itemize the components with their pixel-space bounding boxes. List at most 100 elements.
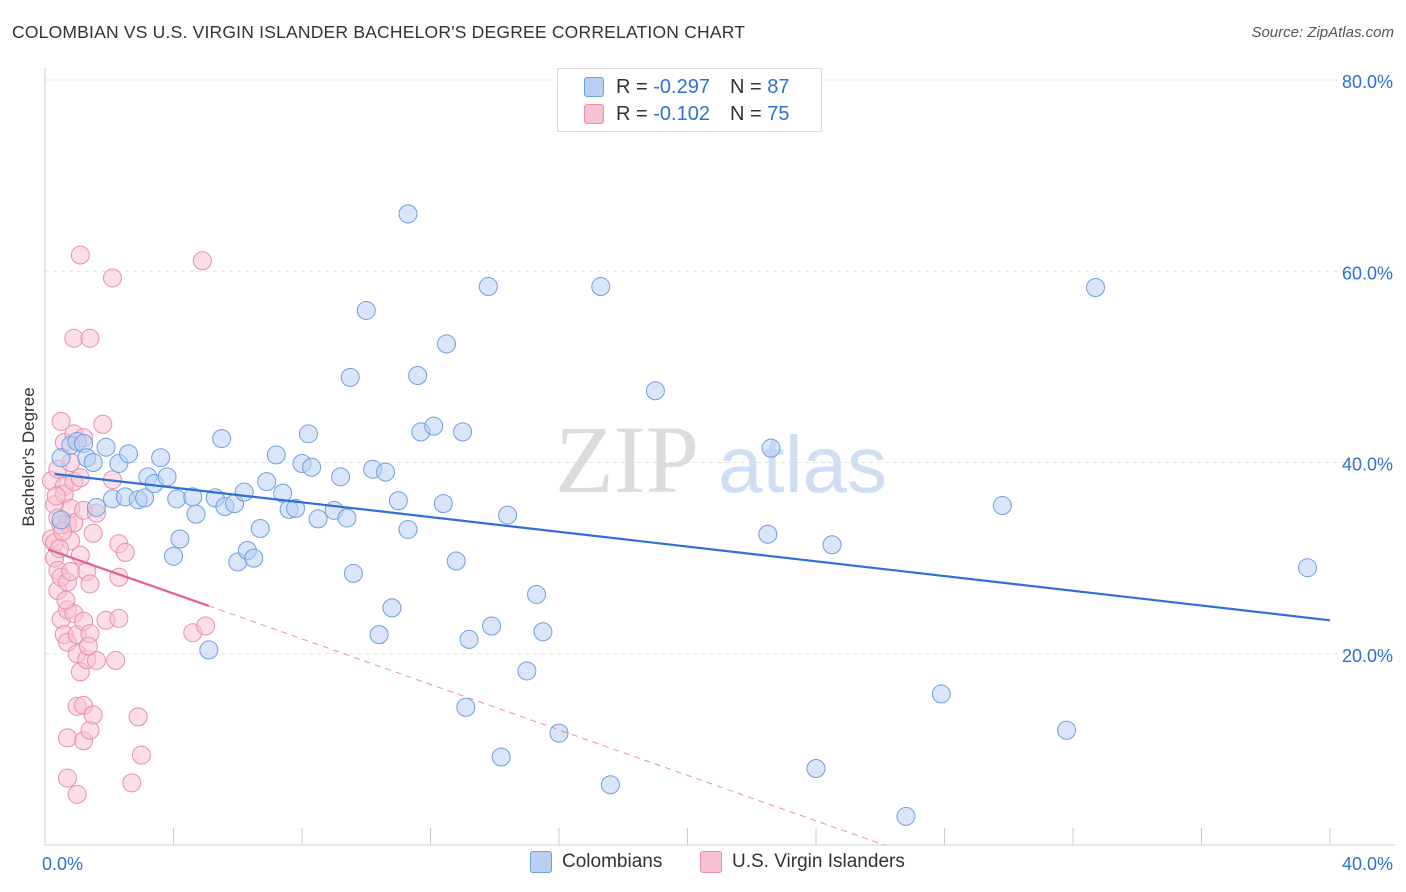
point-colombians xyxy=(600,775,620,795)
point-colombians xyxy=(491,747,511,767)
point-colombians xyxy=(758,524,778,544)
legend-swatch-virgin-islanders xyxy=(700,851,722,873)
point-colombians xyxy=(533,622,553,642)
point-colombians xyxy=(1298,558,1318,578)
series-colombians xyxy=(51,204,1318,826)
legend-r-label: R = xyxy=(616,102,648,125)
series-legend: Colombians U.S. Virgin Islanders xyxy=(0,851,1406,877)
point-virgin-islanders xyxy=(46,486,66,506)
y-tick-label: 60.0% xyxy=(1342,263,1393,283)
legend-label-colombians: Colombians xyxy=(562,851,663,872)
legend-r-label: R = xyxy=(616,75,648,98)
point-virgin-islanders xyxy=(51,411,71,431)
point-virgin-islanders xyxy=(102,268,122,288)
point-virgin-islanders xyxy=(122,773,142,793)
legend-n-value-virgin-islanders: 75 xyxy=(767,102,790,125)
point-colombians xyxy=(331,467,351,487)
point-colombians xyxy=(273,483,293,503)
stats-legend: R = -0.297 N = 87 R = -0.102 N = 75 xyxy=(557,68,822,132)
point-virgin-islanders xyxy=(78,636,98,656)
legend-swatch-colombians xyxy=(530,851,552,873)
legend-n-label: N = xyxy=(729,102,762,125)
point-colombians xyxy=(369,625,389,645)
point-virgin-islanders xyxy=(64,328,84,348)
point-colombians xyxy=(645,381,665,401)
point-colombians xyxy=(135,488,155,508)
point-colombians xyxy=(83,453,103,472)
trend-line-virgin-islanders xyxy=(47,548,210,607)
point-colombians xyxy=(151,448,171,468)
point-colombians xyxy=(340,367,360,387)
point-colombians xyxy=(157,467,177,487)
point-colombians xyxy=(478,277,498,297)
legend-item-colombians[interactable]: Colombians xyxy=(530,851,662,873)
point-colombians xyxy=(167,489,187,509)
point-colombians xyxy=(212,429,232,449)
y-tick-label: 20.0% xyxy=(1342,646,1393,666)
source-label: Source: ZipAtlas.com xyxy=(1251,24,1394,41)
trend-extension-virgin-islanders xyxy=(208,605,885,846)
point-colombians xyxy=(199,640,219,660)
legend-n-label: N = xyxy=(729,75,762,98)
point-virgin-islanders xyxy=(192,251,212,271)
trend-line-colombians xyxy=(54,472,1331,622)
point-colombians xyxy=(456,697,476,717)
point-virgin-islanders xyxy=(80,720,100,740)
point-colombians xyxy=(170,529,190,549)
point-virgin-islanders xyxy=(86,650,106,670)
point-colombians xyxy=(527,584,547,604)
legend-row-colombians: R = -0.297 N = 87 xyxy=(584,74,789,100)
point-virgin-islanders xyxy=(70,245,90,265)
axes xyxy=(44,68,1395,846)
point-colombians xyxy=(96,437,116,457)
point-colombians xyxy=(806,759,826,778)
point-colombians xyxy=(433,494,453,514)
watermark-atlas: atlas xyxy=(718,420,887,509)
point-colombians xyxy=(382,598,402,618)
point-virgin-islanders xyxy=(57,768,77,788)
point-virgin-islanders xyxy=(57,728,77,748)
point-colombians xyxy=(822,535,842,555)
point-colombians xyxy=(591,277,611,297)
point-colombians xyxy=(482,616,502,636)
point-colombians xyxy=(244,548,264,568)
point-colombians xyxy=(992,496,1012,516)
point-colombians xyxy=(286,498,306,518)
x-tick-label: 40.0% xyxy=(1342,854,1393,874)
legend-item-virgin-islanders[interactable]: U.S. Virgin Islanders xyxy=(700,851,905,873)
y-tick-label: 80.0% xyxy=(1342,72,1393,92)
series-virgin-islanders xyxy=(41,245,216,804)
point-colombians xyxy=(1057,720,1077,740)
y-axis-label: Bachelor's Degree xyxy=(19,387,38,526)
point-virgin-islanders xyxy=(83,705,103,725)
point-virgin-islanders xyxy=(93,414,113,434)
point-colombians xyxy=(302,457,322,477)
point-virgin-islanders xyxy=(83,523,103,543)
point-colombians xyxy=(408,365,428,385)
point-colombians xyxy=(119,444,139,464)
point-virgin-islanders xyxy=(106,650,126,670)
legend-r-value-colombians: -0.297 xyxy=(653,75,710,98)
point-colombians xyxy=(424,416,444,436)
point-colombians xyxy=(266,445,286,465)
point-colombians xyxy=(931,684,951,704)
point-colombians xyxy=(356,300,376,320)
watermark-zip: ZIP xyxy=(555,406,699,513)
point-virgin-islanders xyxy=(56,590,76,610)
point-virgin-islanders xyxy=(80,328,100,348)
point-colombians xyxy=(298,424,318,444)
legend-swatch-colombians xyxy=(584,77,604,97)
point-colombians xyxy=(51,510,71,530)
legend-label-virgin-islanders: U.S. Virgin Islanders xyxy=(732,851,905,872)
y-tick-label: 40.0% xyxy=(1342,455,1393,475)
tick-labels: 20.0% 40.0% 60.0% 80.0% 0.0% 40.0% xyxy=(42,72,1393,874)
chart-title: COLOMBIAN VS U.S. VIRGIN ISLANDER BACHEL… xyxy=(12,22,746,42)
point-colombians xyxy=(308,509,328,529)
point-colombians xyxy=(376,462,396,482)
point-colombians xyxy=(549,723,569,743)
point-colombians xyxy=(896,806,916,826)
point-colombians xyxy=(388,491,408,511)
point-colombians xyxy=(234,482,254,502)
point-colombians xyxy=(1085,278,1105,298)
point-colombians xyxy=(86,497,106,517)
